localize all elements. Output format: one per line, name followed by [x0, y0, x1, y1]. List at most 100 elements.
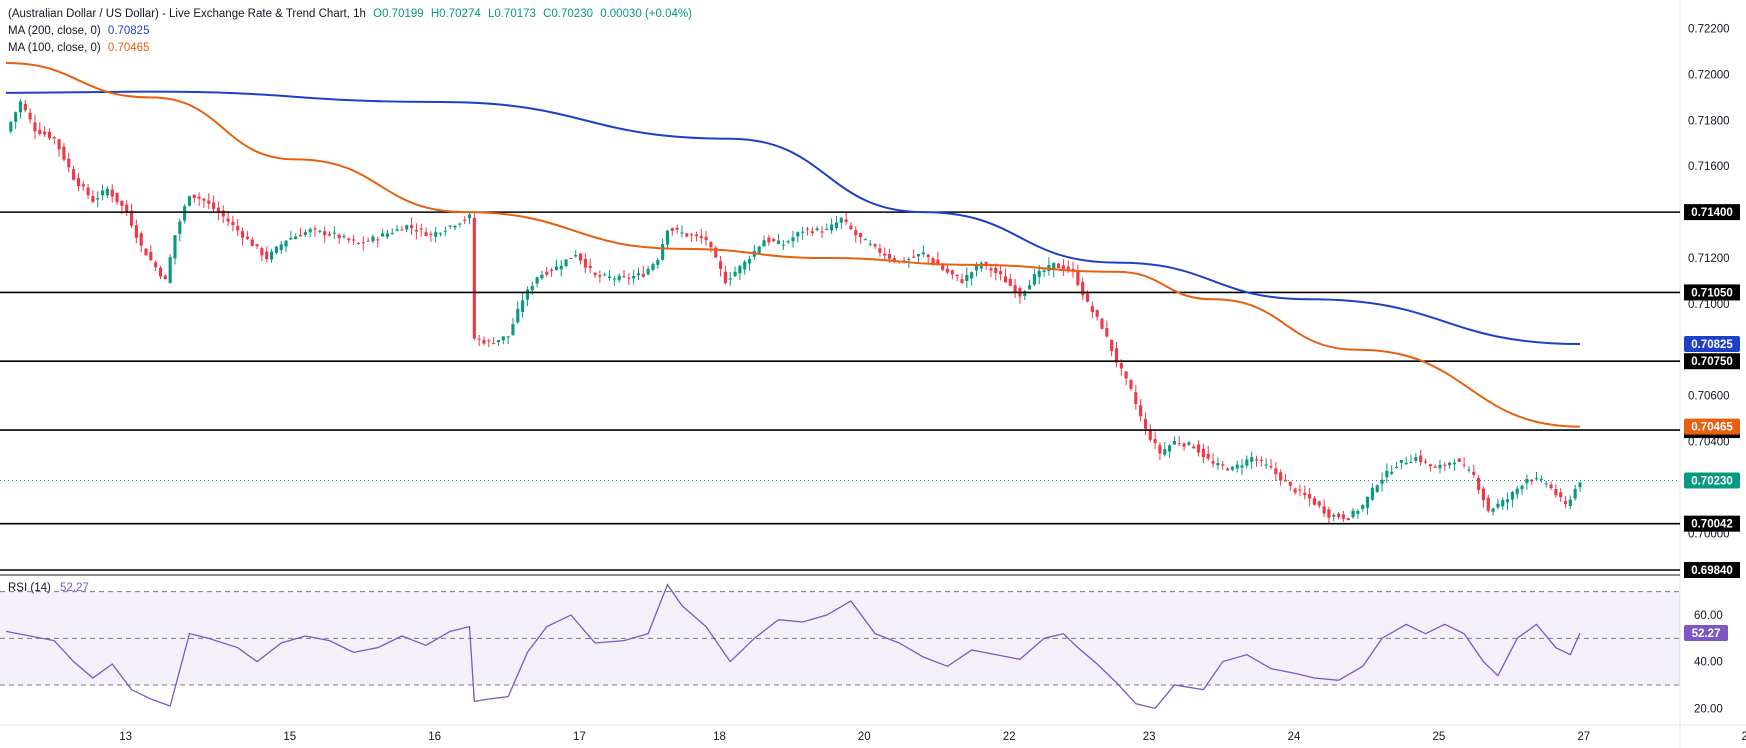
candle-body: [868, 243, 872, 245]
candle-body: [786, 241, 790, 243]
candle-body: [1322, 506, 1326, 514]
ma100-legend[interactable]: MA (100, close, 0) 0.70465: [8, 40, 149, 56]
rsi-legend[interactable]: RSI (14) 52.27: [8, 582, 89, 594]
candle-body: [1303, 492, 1307, 496]
candle-body: [892, 258, 896, 262]
candle-body: [1332, 514, 1336, 517]
candle-body: [1264, 464, 1268, 466]
candle-body: [810, 231, 814, 234]
candle-body: [1356, 511, 1360, 514]
candle-body: [434, 232, 438, 237]
candle-body: [23, 103, 27, 111]
y-tick-label: 0.70000: [1688, 528, 1730, 540]
level-tag: [1684, 353, 1740, 370]
candle-body: [747, 259, 752, 264]
candle-body: [970, 272, 974, 279]
candle-body: [617, 275, 621, 281]
candle-body: [1225, 468, 1230, 471]
candle-body: [646, 268, 650, 275]
candle-body: [1317, 501, 1321, 506]
candle-body: [163, 275, 167, 280]
candle-body: [1032, 274, 1036, 285]
level-tag-label: 0.70042: [1691, 519, 1733, 531]
ma200-legend[interactable]: MA (200, close, 0) 0.70825: [8, 23, 149, 39]
candle-body: [72, 169, 76, 180]
candle-body: [1187, 442, 1191, 445]
candle-body: [1573, 488, 1577, 499]
x-tick-label: 22: [1003, 731, 1016, 743]
candle-body: [936, 259, 940, 266]
change-value: 0.00030 (+0.04%): [600, 8, 692, 20]
candle-body: [1124, 371, 1128, 379]
candle-body: [839, 217, 843, 223]
candle-body: [86, 187, 90, 196]
candle-body: [569, 258, 573, 260]
y-tick-label: 0.70400: [1688, 437, 1730, 449]
candle-body: [1327, 509, 1331, 518]
candle-body: [1250, 457, 1254, 462]
x-tick-label: 24: [1288, 731, 1301, 743]
candle-body: [1457, 458, 1461, 462]
candle-body: [9, 121, 13, 132]
candle-body: [366, 240, 370, 242]
candle-body: [781, 244, 785, 246]
candle-body: [588, 265, 592, 269]
candle-body: [395, 229, 399, 231]
candle-body: [525, 289, 530, 300]
candle-body: [1076, 270, 1080, 285]
candle-body: [472, 217, 476, 339]
candle-body: [1308, 494, 1312, 499]
candle-body: [545, 271, 549, 275]
y-tick-label: 0.70600: [1688, 391, 1730, 403]
ma100-value: 0.70465: [107, 42, 150, 54]
candle-body: [921, 252, 925, 255]
level-tag: [1684, 562, 1740, 578]
rsi-value: 52.27: [60, 582, 89, 594]
candle-body: [1380, 480, 1384, 484]
candle-body: [356, 242, 361, 244]
candle-body: [1404, 462, 1408, 465]
candle-body: [1172, 440, 1176, 445]
candle-body: [511, 324, 515, 336]
candle-body: [52, 137, 56, 139]
candle-body: [1163, 449, 1167, 455]
candle-body: [1501, 499, 1505, 507]
candle-body: [212, 202, 216, 209]
candle-body: [1168, 445, 1172, 452]
candle-body: [1472, 471, 1476, 476]
candle-body: [801, 231, 805, 233]
candle-body: [284, 240, 288, 247]
candle-body: [714, 247, 718, 258]
level-tag-label: 0.69840: [1691, 565, 1733, 577]
candle-body: [318, 230, 322, 232]
candle-body: [1085, 293, 1090, 302]
candle-body: [574, 254, 578, 257]
candle-body: [1221, 464, 1225, 466]
rsi-line: [5, 583, 1581, 710]
candle-body: [603, 274, 607, 276]
candle-body: [540, 274, 544, 279]
candle-body: [1037, 270, 1041, 277]
candle-body: [506, 336, 510, 338]
candle-body: [100, 190, 105, 196]
candle-body: [887, 254, 892, 259]
candle-body: [62, 146, 66, 160]
level-tag: [1684, 284, 1740, 301]
candle-body: [820, 231, 824, 233]
candle-body: [1134, 392, 1138, 404]
candle-body: [994, 268, 998, 274]
candle-body: [303, 232, 307, 236]
candle-body: [1293, 488, 1297, 493]
candle-body: [912, 256, 916, 258]
candle-body: [1491, 508, 1495, 512]
y-tick-label: 0.71000: [1688, 299, 1730, 311]
open-value: O0.70199: [373, 8, 424, 20]
candle-body: [1071, 268, 1075, 270]
candle-body: [144, 248, 148, 256]
candle-body: [1423, 461, 1428, 463]
candle-body: [1288, 481, 1292, 486]
candle-body: [96, 198, 100, 200]
candle-body: [516, 308, 520, 323]
level-tag-label: 0.70750: [1691, 356, 1733, 368]
